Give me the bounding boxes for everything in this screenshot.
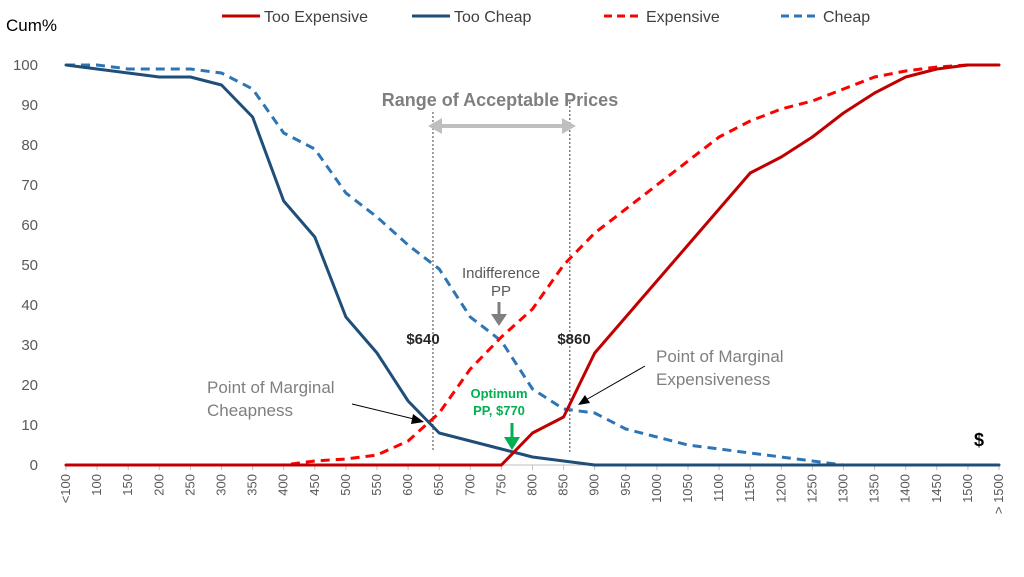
x-tick-label: 1000 xyxy=(649,474,664,503)
y-axis-ticks: 0 10 20 30 40 50 60 70 80 90 100 xyxy=(13,57,38,474)
annotations: Range of Acceptable Prices $640 $860 Ind… xyxy=(207,90,984,450)
x-tick-label: 850 xyxy=(556,474,571,496)
optimum-label-line2: PP, $770 xyxy=(473,403,525,418)
x-tick-label: 250 xyxy=(182,474,197,496)
x-tick-label: 750 xyxy=(493,474,508,496)
x-tick-label: 1250 xyxy=(804,474,819,503)
x-tick-label: 400 xyxy=(276,474,291,496)
x-tick-label: 1450 xyxy=(929,474,944,503)
pme-label-line2: Expensiveness xyxy=(656,370,770,389)
y-tick-label: 10 xyxy=(21,417,38,434)
x-tick-label: 800 xyxy=(525,474,540,496)
x-tick-label: 950 xyxy=(618,474,633,496)
indifference-label-line1: Indifference xyxy=(462,265,540,282)
x-tick-label: 200 xyxy=(151,474,166,496)
y-tick-label: 50 xyxy=(21,257,38,274)
x-axis-unit-label: $ xyxy=(974,430,984,450)
optimum-arrow-icon xyxy=(504,423,520,450)
x-tick-label: 300 xyxy=(214,474,229,496)
label-860: $860 xyxy=(557,331,590,348)
series-line-too-expensive xyxy=(64,63,1001,467)
x-tick-label: 150 xyxy=(120,474,135,496)
optimum-label-line1: Optimum xyxy=(470,386,527,401)
legend-label: Expensive xyxy=(646,9,720,26)
label-640: $640 xyxy=(406,331,439,348)
x-tick-label: <100 xyxy=(58,474,73,503)
pmc-label-line2: Cheapness xyxy=(207,401,293,420)
x-tick-label: 1500 xyxy=(960,474,975,503)
legend-label: Cheap xyxy=(823,9,870,26)
pmc-arrow-icon xyxy=(351,403,424,424)
y-tick-label: 30 xyxy=(21,337,38,354)
pmc-label-line1: Point of Marginal xyxy=(207,378,335,397)
x-tick-label: 350 xyxy=(245,474,260,496)
y-tick-label: 80 xyxy=(21,137,38,154)
y-tick-label: 60 xyxy=(21,217,38,234)
y-axis-label: Cum% xyxy=(6,16,57,35)
x-tick-label: 500 xyxy=(338,474,353,496)
x-tick-label: 1400 xyxy=(898,474,913,503)
y-tick-label: 20 xyxy=(21,377,38,394)
x-tick-label: 1150 xyxy=(742,474,757,502)
x-tick-label: 1100 xyxy=(711,474,726,502)
x-tick-label: 600 xyxy=(400,474,415,496)
range-double-arrow xyxy=(428,118,576,134)
x-tick-label: 450 xyxy=(307,474,322,496)
y-tick-label: 70 xyxy=(21,177,38,194)
x-axis-ticks: <100 100 150 200 250 300 350 400 450 500 550 600 650… xyxy=(58,465,1006,514)
y-tick-label: 0 xyxy=(30,457,38,474)
x-tick-label: 100 xyxy=(89,474,104,496)
x-tick-label: 700 xyxy=(462,474,477,496)
legend: Too Expensive Too Cheap Expensive Cheap xyxy=(222,9,870,26)
y-tick-label: 40 xyxy=(21,297,38,314)
x-tick-label: 1050 xyxy=(680,474,695,503)
range-title: Range of Acceptable Prices xyxy=(382,90,618,110)
legend-label: Too Cheap xyxy=(454,9,531,26)
x-tick-label: 1200 xyxy=(773,474,788,503)
range-guides xyxy=(432,102,571,452)
indifference-arrow-icon xyxy=(491,302,507,326)
y-tick-label: 100 xyxy=(13,57,38,74)
x-tick-label: 900 xyxy=(587,474,602,496)
legend-label: Too Expensive xyxy=(264,9,368,26)
series-line-too-cheap xyxy=(64,63,1001,467)
indifference-label-line2: PP xyxy=(491,283,511,300)
x-tick-label: 1350 xyxy=(867,474,882,503)
pme-arrow-icon xyxy=(578,365,646,405)
series-layer xyxy=(64,63,1001,467)
x-tick-label: 1300 xyxy=(836,474,851,503)
x-tick-label: 650 xyxy=(431,474,446,496)
pme-label-line1: Point of Marginal xyxy=(656,347,784,366)
x-tick-label: 550 xyxy=(369,474,384,496)
x-tick-label: > 1500 xyxy=(991,474,1006,514)
y-tick-label: 90 xyxy=(21,97,38,114)
